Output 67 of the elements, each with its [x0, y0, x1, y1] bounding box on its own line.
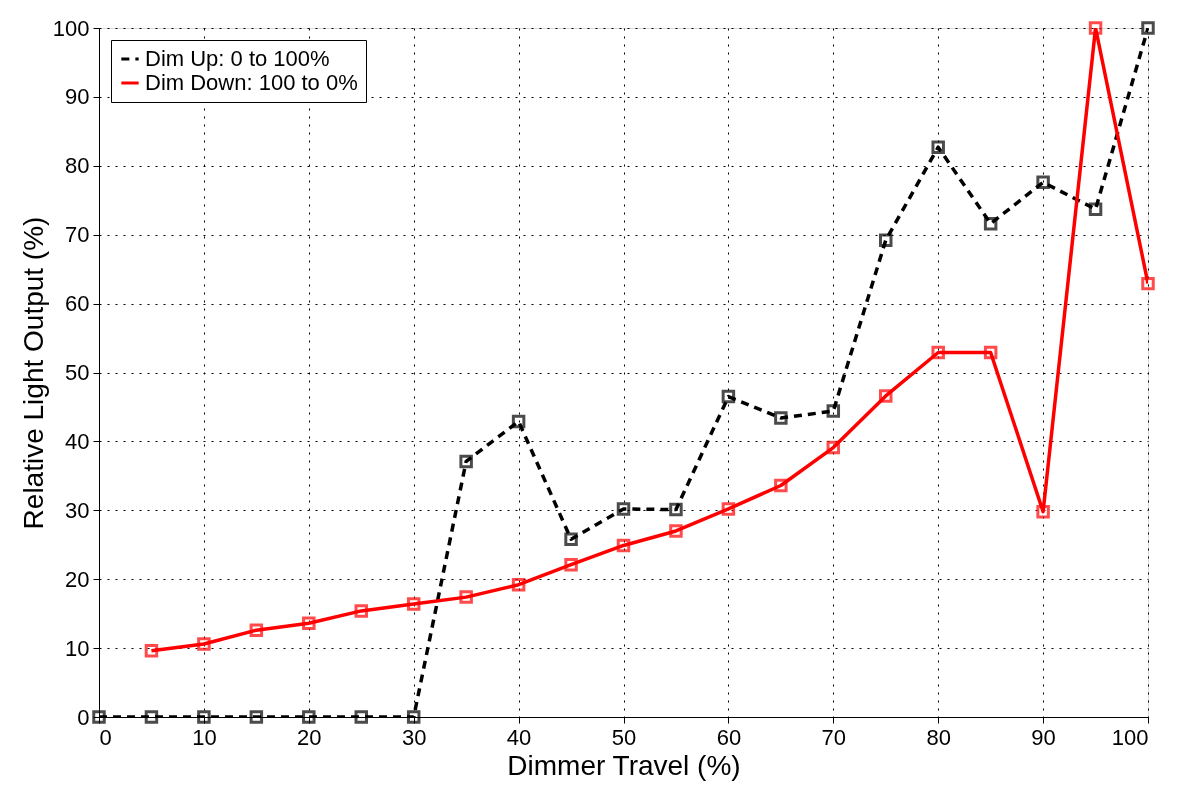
x-tick-label: 30: [401, 724, 427, 750]
point: [931, 345, 945, 360]
point: [406, 710, 421, 724]
point: [302, 616, 316, 631]
y-tick-label: 20: [65, 566, 90, 592]
x-tick-label: 60: [716, 724, 742, 750]
x-tick-label: 80: [926, 724, 951, 750]
point: [826, 404, 841, 418]
point: [1088, 202, 1103, 216]
y-tick-label: 0: [77, 704, 90, 730]
point: [197, 710, 211, 724]
point: [1036, 175, 1050, 190]
y-axis-title: Relative Light Output (%): [17, 216, 49, 530]
legend-label: Dim Up: 0 to 100%: [145, 46, 330, 71]
x-tick-label: 90: [1031, 724, 1056, 750]
point: [92, 710, 106, 724]
point: [249, 710, 264, 724]
point: [459, 590, 473, 604]
x-tick-label: 0: [99, 724, 112, 750]
y-tick-label: 10: [65, 635, 90, 661]
point: [774, 478, 788, 493]
point: [616, 502, 631, 516]
point: [511, 414, 526, 429]
y-tick-label: 90: [65, 84, 90, 110]
point: [564, 532, 578, 546]
point: [1088, 21, 1103, 35]
point: [511, 577, 526, 592]
point: [879, 389, 893, 403]
point: [983, 216, 998, 231]
point: [406, 597, 421, 611]
x-tick-label: 50: [611, 724, 637, 750]
point: [983, 345, 998, 360]
point: [826, 440, 841, 455]
x-tick-label: 70: [821, 724, 847, 750]
point: [721, 389, 736, 404]
point: [564, 557, 578, 572]
y-tick-label: 70: [65, 222, 90, 248]
point: [1141, 21, 1155, 35]
point: [879, 233, 893, 247]
point: [249, 623, 264, 637]
y-tick-label: 60: [65, 291, 90, 317]
point: [144, 710, 159, 724]
point: [354, 710, 368, 724]
y-tick-label: 50: [65, 360, 90, 385]
x-tick-label: 20: [297, 724, 322, 750]
point: [669, 524, 683, 538]
point: [144, 644, 159, 658]
point: [721, 502, 736, 516]
x-tick-label: 40: [506, 724, 532, 750]
point: [669, 502, 683, 517]
point: [302, 710, 316, 724]
y-tick-label: 80: [65, 153, 90, 179]
y-tick-label: 100: [52, 15, 90, 41]
point: [197, 637, 211, 651]
x-tick-label: 100: [1111, 724, 1149, 750]
point: [354, 604, 368, 618]
point: [459, 454, 473, 469]
legend-label: Dim Down: 100 to 0%: [145, 70, 358, 95]
point: [1141, 276, 1155, 291]
y-tick-label: 30: [65, 497, 90, 523]
point: [931, 140, 945, 154]
point: [616, 538, 631, 553]
y-tick-label: 40: [65, 428, 90, 454]
point: [1036, 504, 1050, 519]
x-axis-title: Dimmer Travel (%): [507, 749, 741, 781]
x-tick-label: 10: [192, 724, 217, 750]
point: [774, 411, 788, 425]
